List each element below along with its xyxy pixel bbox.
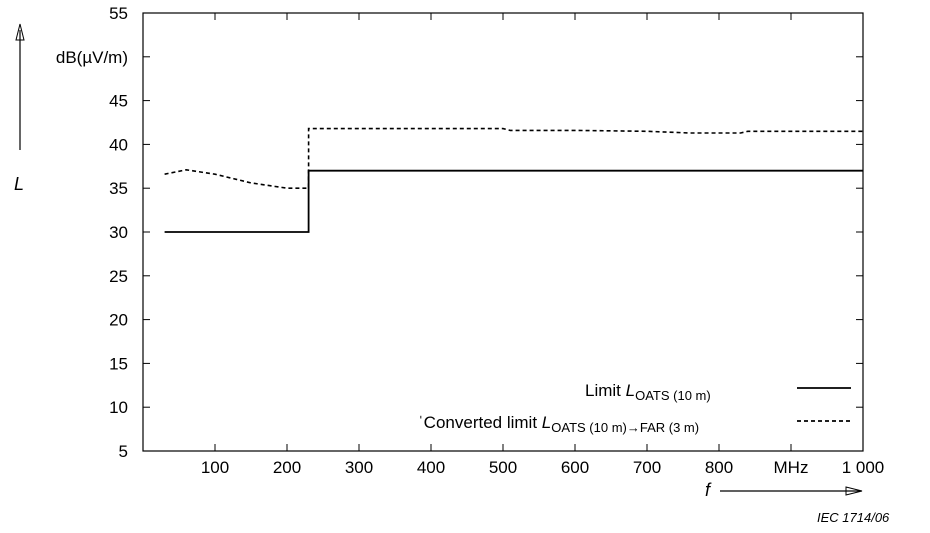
y-tick-label: dB(µV/m): [56, 48, 128, 67]
x-axis-arrow-head: [845, 486, 863, 496]
legend: Limit LOATS (10 m) ˈConverted limit LOAT…: [418, 381, 851, 435]
x-tick-label: 600: [561, 458, 589, 477]
y-tick-label: 25: [109, 267, 128, 286]
legend-converted-main: Converted limit: [424, 413, 542, 432]
x-tick-label: 200: [273, 458, 301, 477]
legend-converted-symbol: L: [542, 413, 551, 432]
y-tick-label: 55: [109, 4, 128, 23]
legend-label-converted: ˈConverted limit LOATS (10 m)→FAR (3 m): [418, 413, 699, 435]
series-line-0: [164, 169, 863, 233]
y-tick-label: 45: [109, 92, 128, 111]
legend-limit-symbol: L: [626, 381, 635, 400]
legend-limit-main: Limit: [585, 381, 626, 400]
x-tick-label: 500: [489, 458, 517, 477]
legend-converted-sub: OATS (10 m)→FAR (3 m): [551, 420, 699, 435]
y-axis-arrow-head: [15, 23, 25, 41]
series-line-1: [164, 127, 863, 189]
series-lines: [164, 127, 863, 233]
legend-limit-sub: OATS (10 m): [635, 388, 711, 403]
x-axis-label: f: [705, 480, 712, 500]
x-tick-label: MHz: [774, 458, 809, 477]
y-tick-label: 15: [109, 354, 128, 373]
y-axis-label: L: [14, 174, 24, 194]
x-tick-label: 300: [345, 458, 373, 477]
x-tick-label: 700: [633, 458, 661, 477]
y-tick-label: 30: [109, 223, 128, 242]
x-tick-label: 100: [201, 458, 229, 477]
y-tick-label: 10: [109, 398, 128, 417]
legend-label-limit: Limit LOATS (10 m): [585, 381, 711, 403]
y-tick-label: 20: [109, 311, 128, 330]
figure-credit: IEC 1714/06: [817, 510, 890, 525]
x-tick-label: 1 000: [842, 458, 885, 477]
x-tick-label: 800: [705, 458, 733, 477]
x-axis-ticks: 100 200 300 400 500 600 700 800 MHz 1 000: [201, 13, 884, 477]
x-tick-label: 400: [417, 458, 445, 477]
y-tick-label: 35: [109, 179, 128, 198]
y-tick-label: 5: [119, 442, 128, 461]
y-axis-ticks: 55 dB(µV/m) 45 40 35 30 25 20 15 10 5: [56, 4, 863, 461]
y-tick-label: 40: [109, 135, 128, 154]
